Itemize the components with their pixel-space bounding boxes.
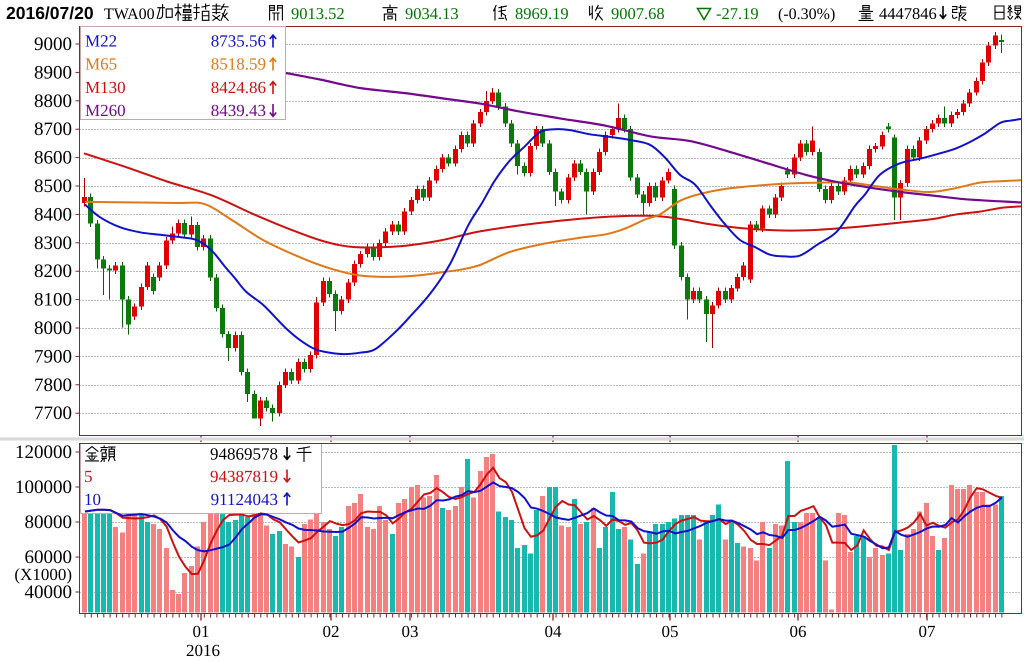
svg-text:(X1000): (X1000) (14, 565, 72, 584)
svg-text:10: 10 (84, 490, 101, 509)
svg-text:07: 07 (919, 622, 937, 641)
svg-text:8700: 8700 (34, 119, 72, 140)
svg-text:M130: M130 (85, 78, 126, 97)
svg-text:06: 06 (790, 622, 807, 641)
svg-text:94869578: 94869578 (210, 445, 278, 464)
svg-text:8900: 8900 (34, 62, 72, 83)
svg-text:60000: 60000 (25, 547, 73, 568)
svg-text:8100: 8100 (34, 290, 72, 311)
svg-text:7900: 7900 (34, 346, 72, 367)
svg-text:40000: 40000 (25, 582, 73, 603)
svg-text:7700: 7700 (34, 403, 72, 424)
svg-text:8424.86: 8424.86 (211, 78, 266, 97)
svg-text:7800: 7800 (34, 375, 72, 396)
svg-text:8300: 8300 (34, 233, 72, 254)
svg-text:2016/07/20: 2016/07/20 (6, 3, 94, 23)
svg-text:8400: 8400 (34, 204, 72, 225)
svg-text:8518.59: 8518.59 (211, 55, 266, 74)
svg-text:4447846: 4447846 (879, 4, 937, 23)
svg-text:-27.19: -27.19 (716, 4, 759, 23)
svg-text:8800: 8800 (34, 91, 72, 112)
svg-text:02: 02 (323, 622, 340, 641)
svg-text:8500: 8500 (34, 176, 72, 197)
svg-text:TWA00: TWA00 (104, 6, 155, 23)
svg-text:8200: 8200 (34, 261, 72, 282)
svg-text:80000: 80000 (25, 512, 73, 533)
svg-text:8439.43: 8439.43 (211, 101, 266, 120)
svg-text:9013.52: 9013.52 (291, 4, 345, 23)
svg-text:04: 04 (545, 622, 563, 641)
svg-text:9034.13: 9034.13 (405, 4, 459, 23)
svg-text:05: 05 (662, 622, 679, 641)
svg-text:2016: 2016 (186, 641, 220, 660)
svg-text:01: 01 (193, 622, 210, 641)
svg-text:100000: 100000 (15, 477, 72, 498)
svg-text:8735.56: 8735.56 (211, 32, 266, 51)
svg-text:94387819: 94387819 (210, 467, 278, 486)
svg-text:8969.19: 8969.19 (515, 4, 569, 23)
svg-text:M22: M22 (85, 32, 117, 51)
svg-text:91124043: 91124043 (211, 490, 278, 509)
svg-text:8600: 8600 (34, 148, 72, 169)
svg-text:M260: M260 (85, 101, 126, 120)
svg-text:M65: M65 (85, 55, 117, 74)
svg-text:(-0.30%): (-0.30%) (778, 6, 835, 23)
svg-text:9000: 9000 (34, 34, 72, 55)
svg-text:120000: 120000 (15, 442, 72, 463)
svg-text:5: 5 (84, 467, 93, 486)
svg-text:8000: 8000 (34, 318, 72, 339)
svg-text:03: 03 (402, 622, 419, 641)
svg-text:9007.68: 9007.68 (611, 4, 665, 23)
